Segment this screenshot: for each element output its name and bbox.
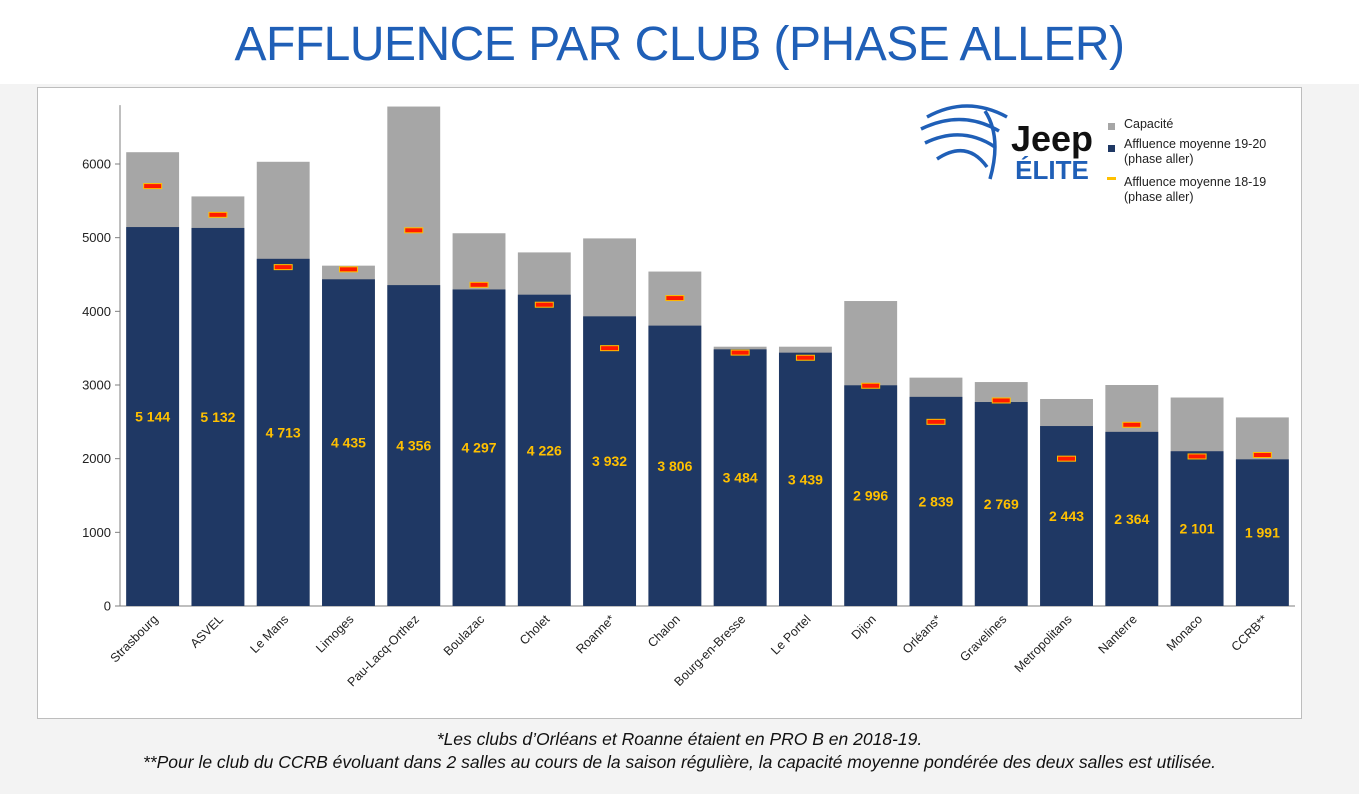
attendance-bar	[909, 396, 963, 606]
legend-label: Capacité	[1124, 117, 1173, 131]
attendance-bar	[1170, 451, 1224, 606]
attendance-value-label: 2 839	[918, 493, 953, 509]
previous-season-marker	[991, 397, 1011, 404]
previous-season-marker	[1187, 453, 1207, 460]
attendance-bar	[583, 316, 637, 606]
logo-brand-text: Jeep	[1011, 118, 1093, 159]
legend-label: Affluence moyenne 19-20	[1124, 137, 1266, 151]
x-tick-label: Boulazac	[441, 612, 487, 658]
x-tick-label: Chalon	[645, 612, 683, 650]
previous-season-marker	[665, 295, 685, 302]
attendance-value-label: 2 364	[1114, 511, 1149, 527]
attendance-bar	[1235, 459, 1289, 606]
attendance-chart: 0 1000 2000 3000 4000 5000 6000 5 144 5 132 4 71…	[82, 104, 1295, 690]
attendance-bar	[778, 352, 832, 606]
x-tick-label: Bourg-en-Bresse	[672, 612, 749, 689]
attendance-bar	[387, 285, 441, 606]
attendance-value-label: 2 996	[853, 488, 888, 504]
x-tick-label: Roanne*	[573, 612, 617, 656]
x-tick-label: Le Portel	[768, 612, 813, 657]
attendance-value-label: 5 132	[200, 409, 235, 425]
attendance-value-label: 4 226	[527, 442, 562, 458]
x-tick-label: Dijon	[849, 612, 879, 642]
attendance-bar	[1105, 431, 1159, 606]
attendance-value-label: 4 435	[331, 435, 366, 451]
x-tick-label: Strasbourg	[108, 612, 161, 665]
y-tick-label: 3000	[82, 378, 111, 393]
attendance-value-label: 5 144	[135, 409, 170, 425]
basketball-icon	[920, 104, 1008, 180]
attendance-bar	[844, 385, 898, 606]
x-tick-label: Cholet	[517, 612, 553, 648]
legend-label: Affluence moyenne 18-19	[1124, 175, 1266, 189]
attendance-bar	[452, 289, 506, 606]
previous-season-marker	[926, 418, 946, 425]
previous-season-marker	[338, 266, 358, 273]
attendance-bar	[126, 227, 180, 607]
previous-season-marker	[1252, 451, 1272, 458]
x-tick-label: Le Mans	[248, 612, 292, 656]
previous-season-marker	[534, 301, 554, 308]
attendance-value-label: 1 991	[1245, 525, 1280, 541]
attendance-value-label: 3 439	[788, 471, 823, 487]
chart-axes: 0 1000 2000 3000 4000 5000 6000	[82, 105, 1295, 614]
attendance-bar	[322, 279, 375, 606]
previous-season-marker	[273, 264, 293, 271]
attendance-value-label: 2 769	[984, 496, 1019, 512]
page-title: AFFLUENCE PAR CLUB (PHASE ALLER)	[234, 18, 1125, 71]
x-tick-label: ASVEL	[188, 612, 226, 650]
attendance-bar	[648, 325, 702, 606]
y-tick-label: 0	[104, 599, 111, 614]
x-tick-label: Monaco	[1164, 612, 1205, 653]
attendance-value-label: 4 713	[266, 424, 301, 440]
y-tick-label: 6000	[82, 157, 111, 172]
previous-season-marker	[404, 227, 424, 234]
chart-bars: 5 144 5 132 4 713 4 435 4 356 4 297 4 226 3 932…	[126, 106, 1289, 607]
previous-season-marker	[469, 281, 489, 288]
previous-season-marker	[600, 345, 620, 352]
attendance-value-label: 3 932	[592, 453, 627, 469]
attendance-bar	[713, 349, 767, 606]
x-tick-label: Limoges	[313, 612, 356, 655]
attendance-value-label: 2 101	[1180, 521, 1215, 537]
attendance-value-label: 3 484	[723, 470, 758, 486]
y-tick-label: 1000	[82, 525, 111, 540]
logo-sub-text: ÉLITE	[1015, 155, 1089, 185]
previous-season-marker	[861, 382, 881, 389]
previous-season-marker	[208, 211, 228, 218]
previous-season-marker	[730, 349, 750, 356]
x-tick-label: Gravelines	[957, 612, 1009, 664]
attendance-value-label: 4 356	[396, 438, 431, 454]
previous-season-marker	[795, 354, 815, 361]
attendance-bar	[517, 294, 571, 606]
attendance-bar	[974, 402, 1028, 606]
previous-season-marker	[143, 183, 163, 190]
attendance-bar	[256, 258, 310, 606]
legend-swatch-capacity	[1108, 123, 1115, 130]
legend-swatch-attendance	[1108, 145, 1115, 152]
attendance-value-label: 2 443	[1049, 508, 1084, 524]
x-tick-label: Metropolitans	[1012, 612, 1075, 675]
y-tick-label: 5000	[82, 230, 111, 245]
previous-season-marker	[1057, 455, 1077, 462]
x-axis-labels: Strasbourg ASVEL Le Mans LimogesPau-Lacq-Or…	[108, 612, 1271, 690]
x-tick-label: Pau-Lacq-Orthez	[345, 612, 422, 689]
attendance-value-label: 3 806	[657, 458, 692, 474]
attendance-value-label: 4 297	[462, 440, 497, 456]
legend-label: (phase aller)	[1124, 190, 1193, 204]
y-tick-label: 2000	[82, 451, 111, 466]
footnote-ccrb: **Pour le club du CCRB évoluant dans 2 s…	[143, 752, 1216, 772]
x-tick-label: Nanterre	[1096, 612, 1140, 656]
legend-label: (phase aller)	[1124, 152, 1193, 166]
previous-season-marker	[1122, 421, 1142, 428]
legend-swatch-previous-season	[1107, 177, 1116, 180]
jeep-elite-logo: Jeep ÉLITE	[920, 104, 1093, 185]
attendance-bar	[191, 227, 245, 606]
x-tick-label: CCRB**	[1229, 612, 1271, 654]
y-tick-label: 4000	[82, 304, 111, 319]
x-tick-label: Orléans*	[900, 612, 944, 656]
footnote-previous-season: *Les clubs d’Orléans et Roanne étaient e…	[436, 729, 923, 749]
